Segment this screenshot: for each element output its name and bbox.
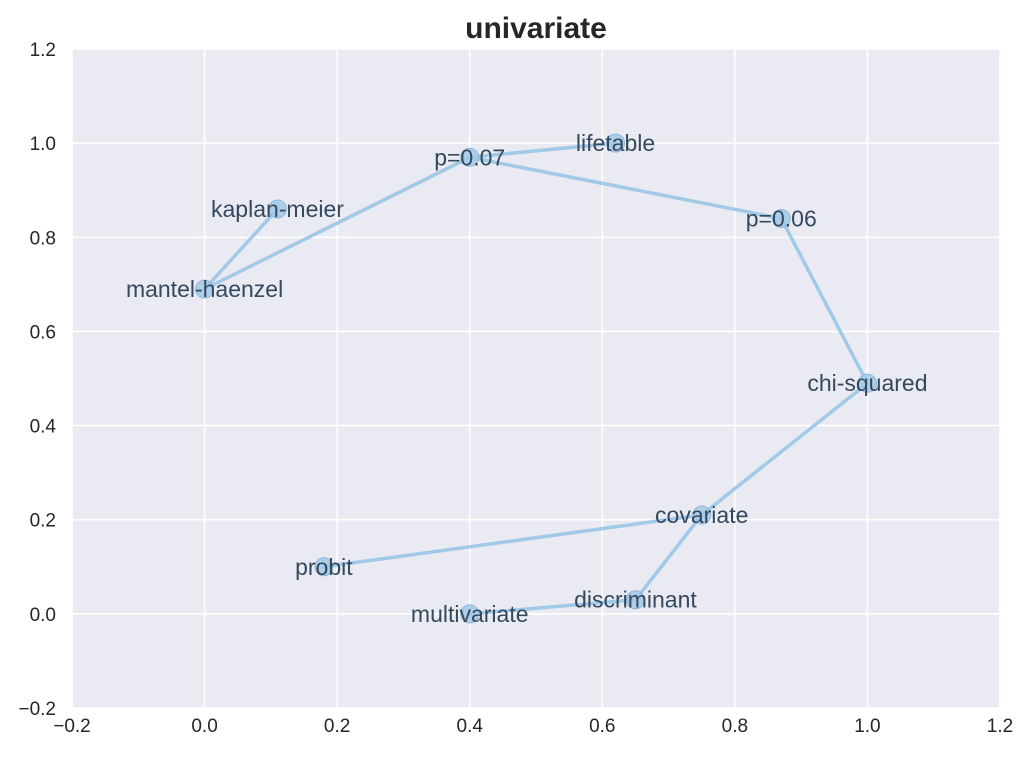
x-axis-ticks: −0.2 0.0 0.2 0.4 0.6 0.8 1.0 1.2 [53, 716, 1013, 737]
x-tick-label: 0.4 [457, 716, 484, 737]
data-point [314, 557, 334, 577]
y-tick-label: 0.4 [30, 417, 57, 438]
point-label: kaplan-meier [211, 196, 344, 222]
data-point [460, 147, 480, 167]
data-point [195, 279, 215, 299]
chart-title: univariate [465, 12, 607, 45]
point-labels: probit covariate discriminant multivariate c… [126, 130, 928, 627]
data-point [692, 505, 712, 525]
y-tick-label: 0.0 [30, 605, 56, 626]
plot-area [72, 49, 1000, 708]
y-tick-label: 0.8 [30, 228, 56, 249]
x-tick-label: 0.8 [722, 716, 748, 737]
point-label: mantel-haenzel [126, 276, 283, 302]
point-label: discriminant [574, 587, 697, 613]
markers [195, 133, 877, 624]
data-point [857, 373, 877, 393]
x-tick-label: 0.2 [324, 716, 350, 737]
point-label: covariate [655, 502, 748, 528]
y-tick-label: 0.6 [30, 322, 56, 343]
point-label: chi-squared [807, 370, 927, 396]
y-axis-ticks: −0.2 0.0 0.2 0.4 0.6 0.8 1.0 1.2 [18, 40, 56, 720]
y-tick-label: 0.2 [30, 511, 56, 532]
grid [71, 48, 1001, 709]
data-point [625, 590, 645, 610]
x-tick-label: 1.2 [987, 716, 1013, 737]
point-label: lifetable [576, 130, 655, 156]
x-tick-label: −0.2 [53, 716, 91, 737]
x-tick-label: 0.6 [589, 716, 615, 737]
data-point [267, 199, 287, 219]
y-tick-label: −0.2 [18, 699, 56, 720]
data-point [606, 133, 626, 153]
point-label: multivariate [411, 601, 529, 627]
y-tick-label: 1.0 [30, 134, 56, 155]
data-point [771, 208, 791, 228]
data-point [460, 604, 480, 624]
point-label: probit [295, 554, 353, 580]
y-tick-label: 1.2 [30, 40, 56, 61]
x-tick-label: 1.0 [854, 716, 880, 737]
point-label: p=0.07 [434, 144, 505, 170]
point-label: p=0.06 [746, 205, 817, 231]
x-tick-label: 0.0 [191, 716, 217, 737]
